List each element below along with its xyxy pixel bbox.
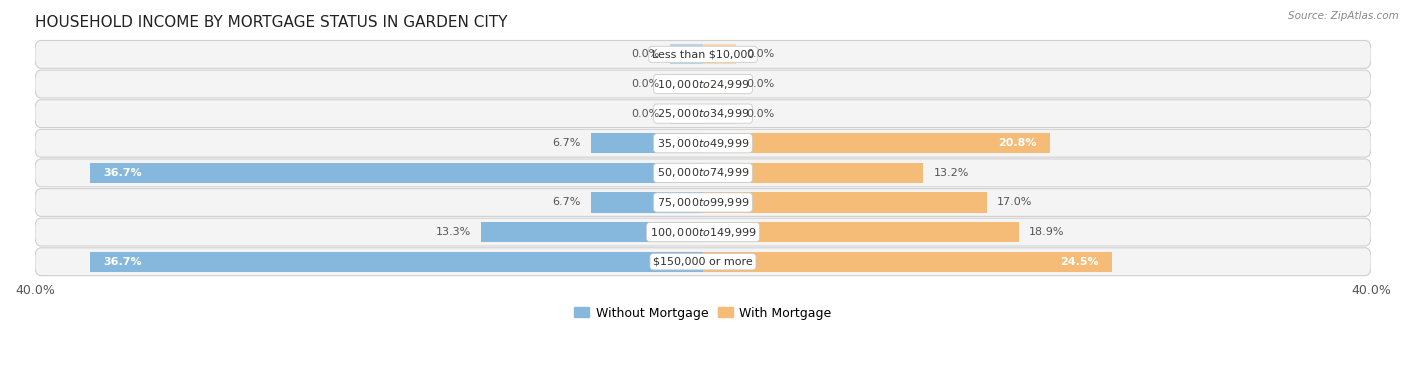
Text: $50,000 to $74,999: $50,000 to $74,999 bbox=[657, 166, 749, 179]
Text: 0.0%: 0.0% bbox=[747, 79, 775, 89]
Bar bbox=[669, 104, 703, 124]
Bar bbox=[703, 44, 737, 64]
FancyBboxPatch shape bbox=[35, 188, 1371, 216]
Text: 36.7%: 36.7% bbox=[104, 257, 142, 267]
Bar bbox=[703, 222, 1019, 242]
FancyBboxPatch shape bbox=[35, 70, 1371, 98]
Bar bbox=[90, 163, 703, 183]
Text: Less than $10,000: Less than $10,000 bbox=[652, 49, 754, 60]
Text: 20.8%: 20.8% bbox=[998, 138, 1038, 148]
FancyBboxPatch shape bbox=[35, 129, 1371, 157]
Bar bbox=[669, 74, 703, 94]
Text: HOUSEHOLD INCOME BY MORTGAGE STATUS IN GARDEN CITY: HOUSEHOLD INCOME BY MORTGAGE STATUS IN G… bbox=[35, 15, 508, 30]
Text: 0.0%: 0.0% bbox=[631, 49, 659, 60]
Text: 24.5%: 24.5% bbox=[1060, 257, 1099, 267]
Text: Source: ZipAtlas.com: Source: ZipAtlas.com bbox=[1288, 11, 1399, 21]
Legend: Without Mortgage, With Mortgage: Without Mortgage, With Mortgage bbox=[569, 302, 837, 325]
FancyBboxPatch shape bbox=[35, 40, 1371, 68]
FancyBboxPatch shape bbox=[35, 100, 1371, 127]
Text: $35,000 to $49,999: $35,000 to $49,999 bbox=[657, 137, 749, 150]
FancyBboxPatch shape bbox=[35, 218, 1371, 246]
Bar bbox=[703, 104, 737, 124]
Text: $150,000 or more: $150,000 or more bbox=[654, 257, 752, 267]
Text: 0.0%: 0.0% bbox=[747, 109, 775, 119]
FancyBboxPatch shape bbox=[35, 248, 1371, 276]
Text: $10,000 to $24,999: $10,000 to $24,999 bbox=[657, 78, 749, 90]
Bar bbox=[90, 251, 703, 272]
Text: 0.0%: 0.0% bbox=[631, 109, 659, 119]
Bar bbox=[669, 44, 703, 64]
Bar bbox=[591, 133, 703, 153]
Text: 0.0%: 0.0% bbox=[631, 79, 659, 89]
Bar bbox=[703, 133, 1050, 153]
Text: 18.9%: 18.9% bbox=[1029, 227, 1064, 237]
Bar bbox=[591, 192, 703, 213]
Bar bbox=[703, 192, 987, 213]
Text: 6.7%: 6.7% bbox=[553, 138, 581, 148]
Bar bbox=[481, 222, 703, 242]
Text: 6.7%: 6.7% bbox=[553, 198, 581, 207]
Text: 36.7%: 36.7% bbox=[104, 168, 142, 178]
Bar bbox=[703, 74, 737, 94]
Bar bbox=[703, 163, 924, 183]
Text: $25,000 to $34,999: $25,000 to $34,999 bbox=[657, 107, 749, 120]
Text: 13.2%: 13.2% bbox=[934, 168, 969, 178]
FancyBboxPatch shape bbox=[35, 159, 1371, 187]
Text: $75,000 to $99,999: $75,000 to $99,999 bbox=[657, 196, 749, 209]
Text: $100,000 to $149,999: $100,000 to $149,999 bbox=[650, 225, 756, 239]
Text: 0.0%: 0.0% bbox=[747, 49, 775, 60]
Bar bbox=[703, 251, 1112, 272]
Text: 13.3%: 13.3% bbox=[436, 227, 471, 237]
Text: 17.0%: 17.0% bbox=[997, 198, 1032, 207]
